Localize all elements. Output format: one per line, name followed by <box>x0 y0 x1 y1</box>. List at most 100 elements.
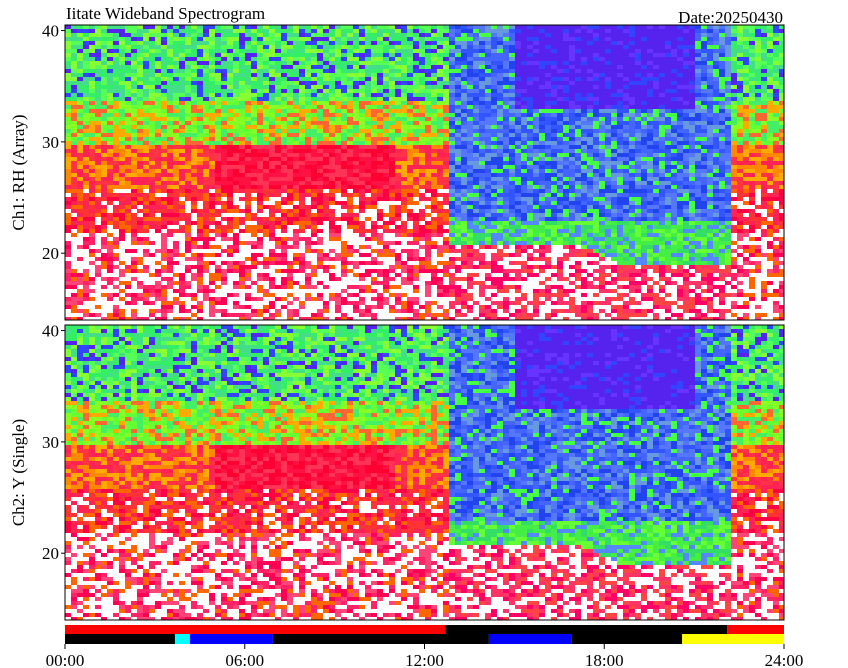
spectrogram-cell <box>455 133 461 137</box>
spectrogram-cell <box>317 97 323 101</box>
spectrogram-cell <box>401 213 407 217</box>
spectrogram-cell <box>125 189 131 193</box>
spectrogram-cell <box>167 61 173 65</box>
spectrogram-cell <box>347 121 353 125</box>
spectrogram-cell <box>359 173 365 177</box>
spectrogram-cell <box>317 133 323 137</box>
spectrogram-cell <box>455 161 461 165</box>
spectrogram-cell <box>143 101 149 105</box>
spectrogram-cell <box>191 121 197 125</box>
spectrogram-cell <box>101 145 107 149</box>
spectrogram-cell <box>197 37 203 41</box>
spectrogram-cell <box>95 169 101 173</box>
spectrogram-cell <box>293 265 299 269</box>
spectrogram-cell <box>353 221 359 225</box>
spectrogram-cell <box>101 41 107 45</box>
spectrogram-cell <box>377 297 383 301</box>
spectrogram-cell <box>251 49 257 53</box>
spectrogram-cell <box>383 173 389 177</box>
spectrogram-cell <box>191 73 197 77</box>
spectrogram-cell <box>137 197 143 201</box>
spectrogram-cell <box>203 181 209 185</box>
spectrogram-cell <box>89 169 95 173</box>
spectrogram-cell <box>335 257 341 261</box>
spectrogram-cell <box>245 101 251 105</box>
spectrogram-cell <box>353 73 359 77</box>
spectrogram-cell <box>215 309 221 313</box>
spectrogram-cell <box>383 281 389 285</box>
spectrogram-cell <box>389 57 395 61</box>
spectrogram-cell <box>227 221 233 225</box>
spectrogram-cell <box>299 305 305 309</box>
spectrogram-cell <box>377 161 383 165</box>
spectrogram-cell <box>377 149 383 153</box>
spectrogram-cell <box>407 45 413 49</box>
spectrogram-cell <box>311 73 317 77</box>
spectrogram-cell <box>323 133 329 137</box>
spectrogram-cell <box>89 201 95 205</box>
spectrogram-cell <box>287 197 293 201</box>
spectrogram-cell <box>389 253 395 257</box>
spectrogram-cell <box>281 133 287 137</box>
spectrogram-cell <box>221 273 227 277</box>
spectrogram-cell <box>95 61 101 65</box>
spectrogram-cell <box>71 121 77 125</box>
spectrogram-cell <box>203 177 209 181</box>
spectrogram-cell <box>335 129 341 133</box>
spectrogram-cell <box>155 213 161 217</box>
spectrogram-cell <box>443 157 449 161</box>
spectrogram-cell <box>167 241 173 245</box>
spectrogram-cell <box>179 173 185 177</box>
spectrogram-cell <box>347 281 353 285</box>
spectrogram-cell <box>143 185 149 189</box>
spectrogram-cell <box>161 233 167 237</box>
spectrogram-cell <box>311 113 317 117</box>
spectrogram-cell <box>437 145 443 149</box>
spectrogram-cell <box>113 177 119 181</box>
spectrogram-cell <box>407 285 413 289</box>
spectrogram-cell <box>209 217 215 221</box>
spectrogram-cell <box>203 89 209 93</box>
spectrogram-cell <box>377 169 383 173</box>
spectrogram-cell <box>269 289 275 293</box>
spectrogram-cell <box>203 253 209 257</box>
spectrogram-cell <box>227 305 233 309</box>
spectrogram-cell <box>443 133 449 137</box>
spectrogram-cell <box>173 205 179 209</box>
spectrogram-cell <box>401 29 407 33</box>
spectrogram-cell <box>353 313 359 317</box>
spectrogram-cell <box>149 181 155 185</box>
spectrogram-cell <box>71 193 77 197</box>
spectrogram-cell <box>359 189 365 193</box>
spectrogram-cell <box>329 245 335 249</box>
spectrogram-cell <box>401 233 407 237</box>
spectrogram-cell <box>161 297 167 301</box>
spectrogram-cell <box>233 277 239 281</box>
spectrogram-cell <box>131 169 137 173</box>
spectrogram-cell <box>89 113 95 117</box>
spectrogram-cell <box>77 189 83 193</box>
spectrogram-cell <box>269 305 275 309</box>
spectrogram-cell <box>107 97 113 101</box>
spectrogram-cell <box>209 257 215 261</box>
spectrogram-cell <box>191 273 197 277</box>
spectrogram-cell <box>71 173 77 177</box>
spectrogram-cell <box>395 161 401 165</box>
spectrogram-cell <box>275 65 281 69</box>
spectrogram-cell <box>461 129 467 133</box>
spectrogram-cell <box>281 301 287 305</box>
spectrogram-cell <box>275 313 281 317</box>
spectrogram-cell <box>323 73 329 77</box>
spectrogram-cell <box>203 273 209 277</box>
spectrogram-cell <box>311 57 317 61</box>
spectrogram-cell <box>65 213 71 217</box>
spectrogram-cell <box>131 129 137 133</box>
spectrogram-cell <box>185 177 191 181</box>
spectrogram-cell <box>71 161 77 165</box>
spectrogram-cell <box>305 41 311 45</box>
spectrogram-cell <box>221 85 227 89</box>
spectrogram-cell <box>281 25 287 29</box>
spectrogram-cell <box>221 209 227 213</box>
spectrogram-cell <box>107 141 113 145</box>
spectrogram-cell <box>413 101 419 105</box>
